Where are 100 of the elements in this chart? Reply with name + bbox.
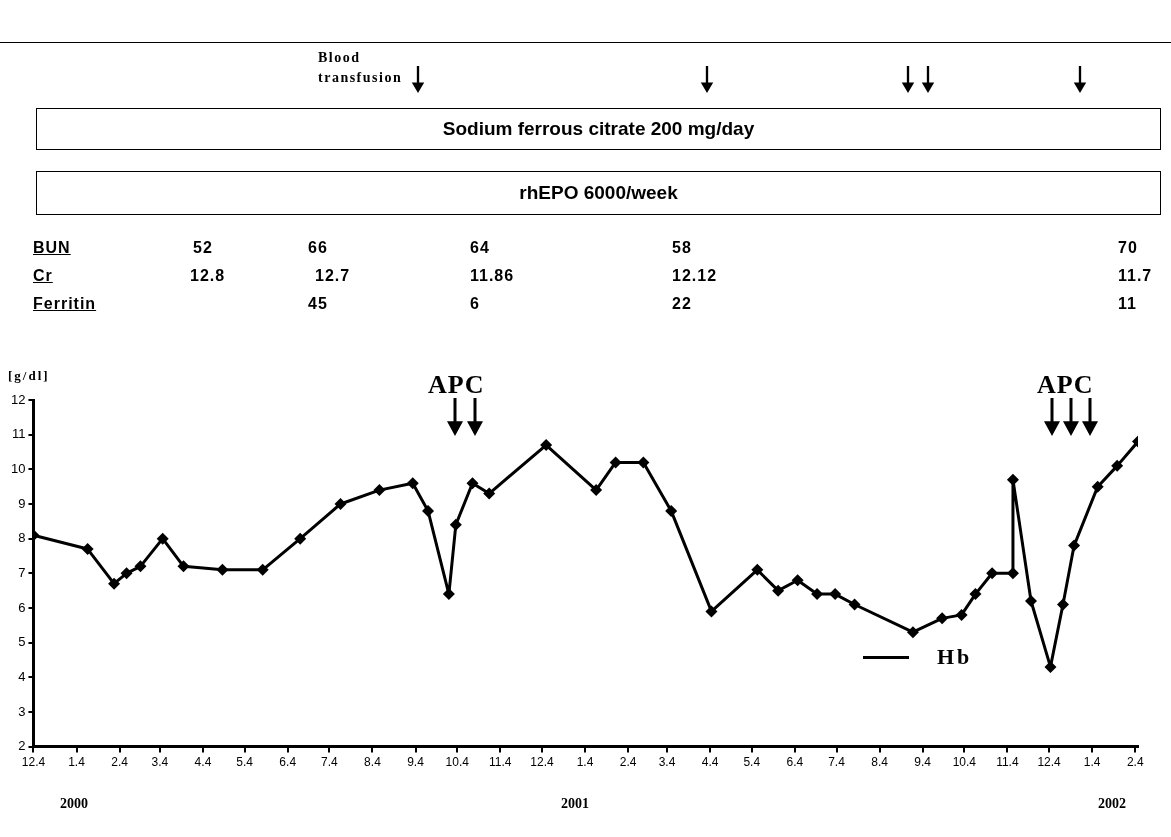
point (791, 574, 804, 587)
point (108, 577, 121, 590)
legend-label: Hb (937, 644, 973, 670)
point (256, 563, 269, 576)
x-tick-label: 3.4 (658, 755, 676, 770)
text: rhEPO 6000/week (36, 171, 1161, 215)
x-tick-label: 11.4 (996, 755, 1019, 770)
point (829, 588, 842, 601)
x-tick-label: 12.4 (1037, 755, 1062, 770)
x-tick-label: 8.4 (364, 755, 382, 770)
text: 2000 (60, 796, 88, 812)
x-tick-label: 9.4 (407, 755, 425, 770)
y-tick-label: 3 (18, 703, 26, 719)
text: 6 (470, 295, 480, 313)
text: 12.7 (315, 267, 351, 285)
text: BUN (33, 239, 71, 257)
point (665, 504, 678, 517)
x-tick-label: 4.4 (701, 755, 719, 770)
x-tick-label: 2.4 (619, 755, 637, 770)
point (1091, 480, 1104, 493)
point (751, 563, 764, 576)
text: 64 (470, 239, 490, 257)
x-tick-label: 10.4 (445, 755, 470, 770)
x-tick-label: 6.4 (786, 755, 804, 770)
x-tick-label: 6.4 (279, 755, 297, 770)
point (373, 484, 386, 497)
y-tick-label: 6 (18, 599, 26, 615)
x-tick-label: 3.4 (151, 755, 169, 770)
text: 52 (193, 239, 213, 257)
point (772, 584, 785, 597)
point (134, 560, 147, 573)
text: APC (1037, 370, 1094, 400)
point (1025, 595, 1038, 608)
y-tick-label: 9 (18, 495, 26, 511)
text: APC (428, 370, 485, 400)
x-tick-label: 2.4 (1126, 755, 1144, 770)
y-tick-label: 4 (18, 668, 26, 684)
x-tick-label: 1.4 (68, 755, 86, 770)
x-tick-label: 8.4 (871, 755, 889, 770)
point (406, 477, 419, 490)
y-tick-label: 7 (18, 564, 26, 580)
point (1056, 598, 1069, 611)
text: 12.8 (190, 267, 226, 285)
text: 11.86 (470, 267, 515, 285)
point (848, 598, 861, 611)
point (705, 605, 718, 618)
point (590, 484, 603, 497)
text: Cr (33, 267, 53, 285)
text: 11 (1118, 295, 1137, 313)
x-tick-label: 7.4 (321, 755, 339, 770)
point (466, 477, 479, 490)
point (294, 532, 307, 545)
text: Blood transfusion (318, 49, 404, 87)
text: 58 (672, 239, 692, 257)
text: 2002 (1098, 796, 1126, 812)
point (81, 543, 94, 556)
point (422, 504, 435, 517)
point (906, 626, 919, 639)
x-tick-label: 1.4 (576, 755, 594, 770)
text: 11.7 (1118, 267, 1153, 285)
y-tick-label: 12 (10, 391, 26, 407)
x-tick-label: 9.4 (914, 755, 932, 770)
y-tick-label: 8 (18, 530, 26, 546)
x-tick-label: 7.4 (828, 755, 846, 770)
y-tick-label: 5 (18, 634, 26, 650)
point (540, 439, 553, 452)
x-tick-label: 12.4 (21, 755, 46, 770)
text: Sodium ferrous citrate 200 mg/day (36, 108, 1161, 150)
x-tick-label: 4.4 (194, 755, 212, 770)
x-tick-label: 5.4 (743, 755, 761, 770)
y-tick-label: 2 (18, 738, 26, 754)
x-tick-label: 5.4 (236, 755, 254, 770)
point (969, 588, 982, 601)
point (449, 518, 462, 531)
point (442, 588, 455, 601)
point (156, 532, 169, 545)
point (1068, 539, 1081, 552)
point (177, 560, 190, 573)
point (483, 487, 496, 500)
point (216, 563, 229, 576)
y-axis-title: [g/dl] (8, 368, 50, 384)
text: 70 (1118, 239, 1138, 257)
point (334, 497, 347, 510)
y-tick-label: 11 (11, 426, 26, 442)
text: Ferritin (33, 295, 97, 313)
x-tick-label: 1.4 (1083, 755, 1101, 770)
x-tick-label: 2.4 (111, 755, 129, 770)
point (1006, 473, 1019, 486)
point (955, 608, 968, 621)
point (1111, 459, 1124, 472)
text: 22 (672, 295, 692, 313)
point (120, 567, 133, 580)
text: 12.12 (672, 267, 718, 285)
x-tick-label: 10.4 (952, 755, 977, 770)
x-tick-label: 11.4 (489, 755, 512, 770)
point (936, 612, 949, 625)
x-tick-label: 12.4 (530, 755, 554, 770)
text: 66 (308, 239, 328, 257)
text: 2001 (561, 796, 589, 812)
text: 45 (308, 295, 328, 313)
